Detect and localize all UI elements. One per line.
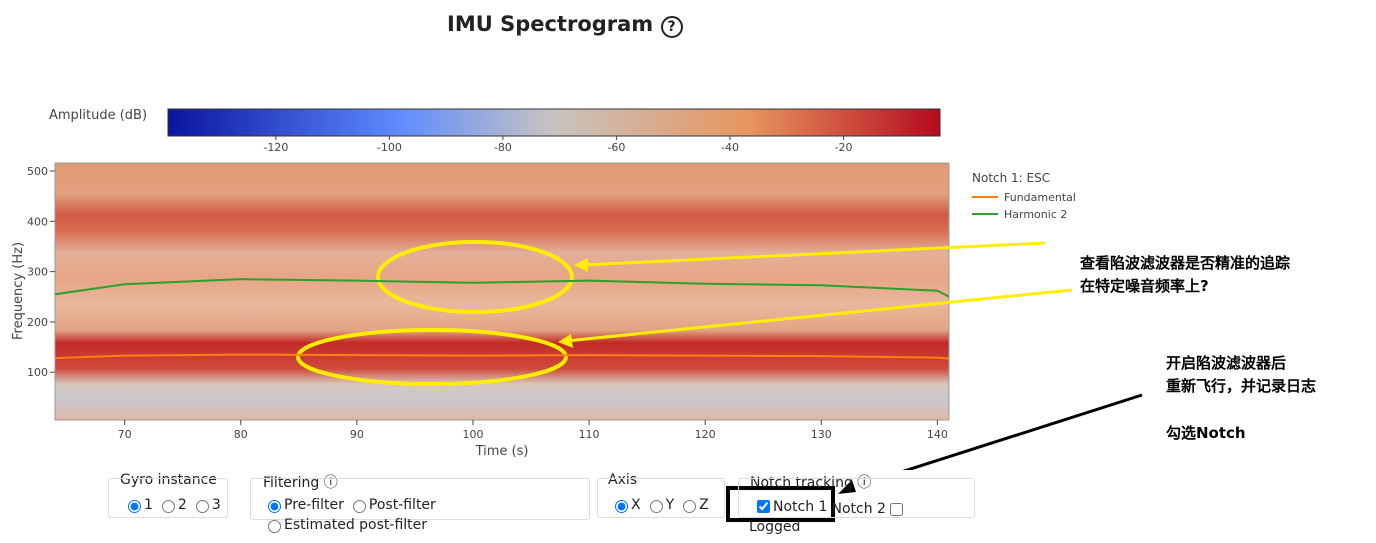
series-line (54, 353, 950, 360)
option-label: Pre-filter (284, 497, 344, 513)
option-label: Notch 2 (831, 501, 886, 517)
legend-label: Harmonic 2 (1004, 208, 1067, 221)
label: Notch tracking (750, 475, 853, 491)
option-label: 1 (144, 497, 153, 513)
title-wrap: IMU Spectrogram ? (447, 12, 683, 38)
radio[interactable] (128, 500, 141, 513)
y-tick-label: 400 (27, 215, 48, 228)
series-line (54, 278, 950, 298)
group-label: Gyro instance (120, 472, 217, 488)
colorbar (167, 108, 941, 137)
x-tick-label: 130 (811, 428, 832, 441)
x-tick-label: 100 (462, 428, 483, 441)
label: Filtering (263, 475, 320, 491)
option[interactable]: Notch 2 (831, 500, 905, 519)
legend-label: Fundamental (1004, 191, 1076, 204)
option[interactable]: Y (645, 497, 675, 513)
option-label: Z (699, 497, 709, 513)
note: Logged (749, 519, 801, 535)
x-tick-label: 120 (695, 428, 716, 441)
annotation: 重新飞行，并记录日志 (1166, 377, 1317, 395)
option-label: 2 (177, 497, 187, 513)
radio[interactable] (683, 500, 697, 513)
colorbar-tick-label: -60 (607, 141, 625, 154)
y-tick-label: 300 (27, 266, 48, 279)
annotation: 开启陷波滤波器后 (1166, 354, 1287, 372)
radio-group: Pre-filter Post-filter Estimated post-filt… (250, 478, 590, 533)
option[interactable]: 1 (123, 497, 153, 513)
group-label: Axis (608, 472, 638, 488)
colorbar-tick-label: -80 (494, 141, 512, 154)
option[interactable]: Notch 1 (753, 497, 827, 516)
option-label: Notch 1 (773, 498, 828, 515)
arrowhead (558, 334, 573, 348)
y-tick-label: 500 (27, 165, 48, 178)
annotation: 查看陷波滤波器是否精准的追踪 (1080, 254, 1291, 272)
highlight (296, 328, 568, 386)
radio[interactable] (161, 500, 175, 513)
radio-group: 1 2 3 (108, 478, 228, 518)
chart: Amplitude (dB) Time (s) Frequency (Hz) N… (11, 108, 1143, 470)
option-label: X (631, 497, 641, 513)
radio[interactable] (649, 500, 663, 513)
option-label: 3 (211, 497, 221, 513)
group-label: Filtering ⓘ (263, 475, 338, 491)
checkbox[interactable] (889, 502, 903, 516)
colorbar-tick-label: -120 (263, 141, 288, 154)
radio[interactable] (268, 520, 281, 533)
option[interactable]: Z (678, 497, 709, 513)
colorbar-tick-label: -100 (377, 141, 402, 154)
radio[interactable] (615, 500, 628, 513)
option[interactable]: Estimated post-filter (263, 517, 427, 533)
y-tick-label: 100 (27, 366, 48, 379)
option-label: Estimated post-filter (284, 517, 428, 533)
colorbar-label: Amplitude (dB) (49, 108, 147, 123)
y-tick-label: 200 (27, 316, 48, 329)
option-label: Post-filter (368, 497, 436, 513)
radio[interactable] (195, 500, 209, 513)
annotation: 在特定噪音频率上? (1080, 277, 1209, 295)
highlight (376, 240, 574, 314)
x-tick-label: 110 (579, 428, 600, 441)
arrow (565, 288, 1073, 343)
group-label: Notch tracking ⓘ (750, 475, 872, 491)
annotation: 勾选Notch (1166, 424, 1246, 442)
radio-group: X Y Z (597, 478, 725, 518)
arrow (902, 393, 1143, 470)
x-tick-label: 90 (350, 428, 364, 441)
option[interactable]: Pre-filter (263, 497, 344, 513)
arrowhead (574, 258, 588, 272)
checkbox-group: Notch 1 Notch 2 (738, 478, 975, 518)
x-tick-label: 70 (118, 428, 132, 441)
option[interactable]: 2 (157, 497, 187, 513)
option[interactable]: Post-filter (348, 497, 436, 513)
radio[interactable] (352, 500, 366, 513)
help-icon[interactable]: ? (660, 16, 683, 38)
option[interactable]: X (610, 497, 641, 513)
y-axis-label: Frequency (Hz) (11, 242, 26, 340)
option[interactable]: 3 (191, 497, 221, 513)
colorbar-tick-label: -20 (835, 141, 853, 154)
x-axis-label: Time (s) (475, 444, 529, 459)
arrow (581, 241, 1046, 267)
colorbar-tick-label: -40 (721, 141, 739, 154)
title: IMU Spectrogram (447, 12, 654, 36)
x-tick-label: 140 (927, 428, 948, 441)
option-label: Y (665, 497, 675, 513)
radio[interactable] (268, 500, 281, 513)
legend-title: Notch 1: ESC (972, 171, 1050, 185)
x-tick-label: 80 (234, 428, 248, 441)
checkbox[interactable] (757, 500, 770, 513)
heatmap (54, 162, 950, 421)
